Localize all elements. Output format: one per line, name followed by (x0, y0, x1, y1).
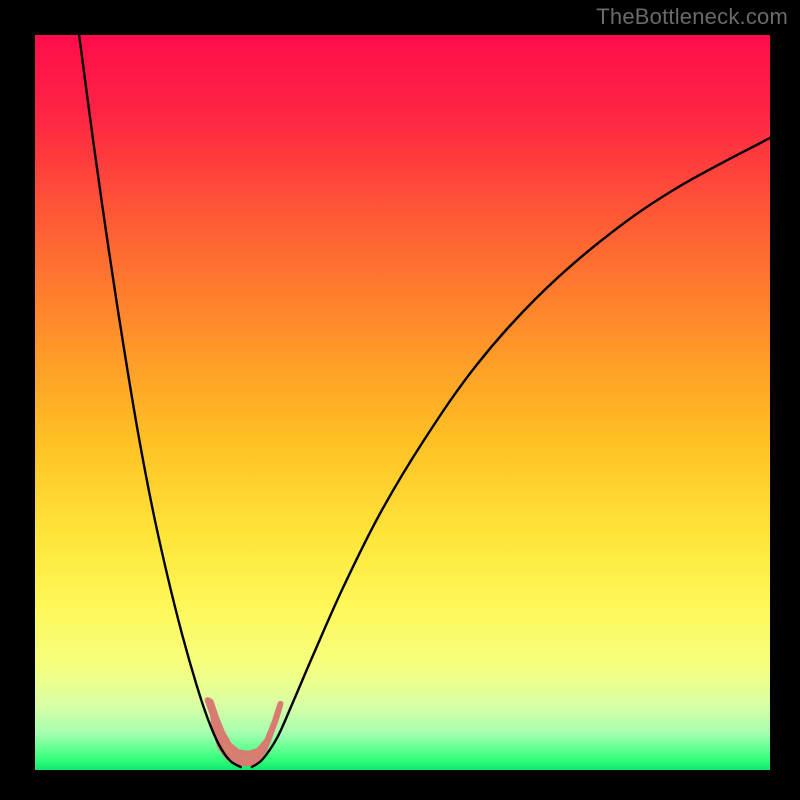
chart-container: TheBottleneck.com (0, 0, 800, 800)
watermark-text: TheBottleneck.com (596, 4, 788, 30)
plot-background (35, 35, 770, 770)
bottleneck-chart (0, 0, 800, 800)
